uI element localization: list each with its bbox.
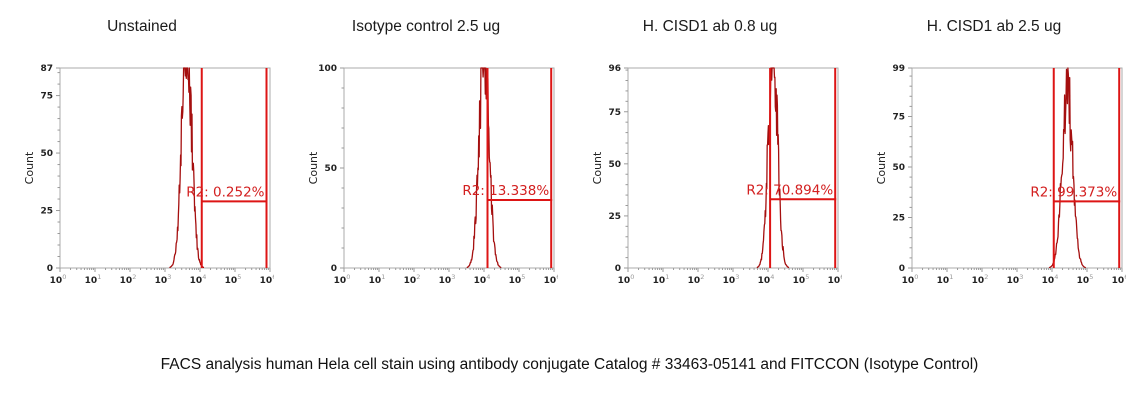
histogram-plot: 0 25 50 75 87 100 101 102 103 104 105 106 Count R2: 0… — [23, 64, 274, 286]
x-tick-label: 104 — [474, 273, 491, 286]
histogram-panel-unstained: Unstained 0 25 50 75 87 100 101 102 103 104 105 106… — [0, 16, 284, 294]
histogram-panel-isotype-control: Isotype control 2.5 ug 0 50 100 100 101 102 10… — [284, 16, 568, 294]
x-tick-label: 100 — [618, 273, 635, 286]
histogram-plot: 0 25 50 75 99 100 101 102 103 104 105 106 Count R2: 9… — [875, 64, 1126, 286]
histogram-curve — [756, 67, 790, 268]
plot-area: 0 25 50 75 87 100 101 102 103 104 105 106 Count R2: 0… — [22, 62, 284, 294]
y-tick-label: 0 — [47, 264, 53, 274]
x-tick-label: 104 — [190, 273, 207, 286]
histogram-panels: Unstained 0 25 50 75 87 100 101 102 103 104 105 106… — [0, 16, 1136, 294]
x-tick-label: 103 — [439, 273, 456, 286]
y-tick-label: 50 — [40, 149, 53, 159]
y-axis-title: Count — [23, 151, 36, 184]
y-tick-label: 0 — [331, 264, 337, 274]
x-tick-label: 106 — [1112, 273, 1126, 286]
plot-frame — [59, 67, 271, 269]
x-tick-label: 104 — [1042, 273, 1059, 286]
x-tick-label: 100 — [50, 273, 67, 286]
gate-percentage-label: R2: 13.338% — [462, 183, 549, 199]
x-tick-label: 106 — [828, 273, 842, 286]
y-tick-label: 50 — [608, 160, 621, 170]
histogram-panel-cisd1-high: H. CISD1 ab 2.5 ug 0 25 50 75 99 100 101 102 103… — [852, 16, 1136, 294]
panel-title: Isotype control 2.5 ug — [351, 18, 501, 35]
figure-caption: FACS analysis human Hela cell stain usin… — [160, 356, 979, 373]
y-tick-label: 87 — [40, 64, 53, 74]
gate-percentage-label: R2: 0.252% — [186, 184, 264, 200]
x-tick-label: 102 — [972, 273, 989, 286]
x-tick-label: 105 — [509, 273, 526, 286]
x-tick-label: 101 — [85, 273, 102, 286]
x-tick-label: 103 — [723, 273, 740, 286]
panel-title: H. CISD1 ab 2.5 ug — [926, 18, 1062, 35]
x-tick-label: 100 — [902, 273, 919, 286]
y-axis-title: Count — [875, 151, 888, 184]
x-tick-label: 103 — [1007, 273, 1024, 286]
y-tick-label: 96 — [608, 64, 621, 74]
x-tick-label: 105 — [793, 273, 810, 286]
y-tick-label: 99 — [892, 64, 905, 74]
y-tick-label: 25 — [608, 212, 621, 222]
y-tick-label: 50 — [892, 163, 905, 173]
histogram-panel-cisd1-low: H. CISD1 ab 0.8 ug 0 25 50 75 96 100 101 102 103… — [568, 16, 852, 294]
y-tick-label: 75 — [608, 108, 621, 118]
gate-percentage-label: R2: 99.373% — [1030, 184, 1117, 200]
x-tick-label: 102 — [688, 273, 705, 286]
plot-area: 0 25 50 75 96 100 101 102 103 104 105 106 Count R2: 7… — [590, 62, 852, 294]
histogram-plot: 0 50 100 100 101 102 103 104 105 106 Count R2: 13.3… — [307, 64, 558, 286]
plot-frame — [627, 67, 839, 269]
plot-frame — [343, 67, 555, 269]
x-tick-label: 102 — [404, 273, 421, 286]
y-tick-label: 75 — [40, 92, 53, 102]
x-tick-label: 105 — [1077, 273, 1094, 286]
y-tick-label: 25 — [40, 207, 53, 217]
plot-frame — [911, 67, 1123, 269]
y-axis-title: Count — [591, 151, 604, 184]
panel-title: H. CISD1 ab 0.8 ug — [642, 18, 778, 35]
y-tick-label: 25 — [892, 213, 905, 223]
gate-percentage-label: R2: 70.894% — [746, 182, 833, 198]
y-tick-label: 50 — [324, 164, 337, 174]
plot-area: 0 50 100 100 101 102 103 104 105 106 Count R2: 13.3… — [306, 62, 568, 294]
x-tick-label: 101 — [369, 273, 386, 286]
y-tick-label: 0 — [899, 264, 905, 274]
x-tick-label: 101 — [653, 273, 670, 286]
plot-area: 0 25 50 75 99 100 101 102 103 104 105 106 Count R2: 9… — [874, 62, 1136, 294]
y-tick-label: 75 — [892, 112, 905, 122]
panel-title: Unstained — [107, 18, 177, 35]
x-tick-label: 103 — [155, 273, 172, 286]
x-tick-label: 100 — [334, 273, 351, 286]
histogram-curve — [169, 67, 205, 268]
x-tick-label: 106 — [260, 273, 274, 286]
x-tick-label: 106 — [544, 273, 558, 286]
y-tick-label: 0 — [615, 264, 621, 274]
x-tick-label: 101 — [937, 273, 954, 286]
y-axis-title: Count — [307, 151, 320, 184]
x-tick-label: 104 — [758, 273, 775, 286]
histogram-curve — [466, 67, 502, 268]
histogram-curve — [1048, 67, 1086, 269]
y-tick-label: 100 — [318, 64, 337, 74]
histogram-plot: 0 25 50 75 96 100 101 102 103 104 105 106 Count R2: 7… — [591, 64, 842, 286]
x-tick-label: 105 — [225, 273, 242, 286]
x-tick-label: 102 — [120, 273, 137, 286]
